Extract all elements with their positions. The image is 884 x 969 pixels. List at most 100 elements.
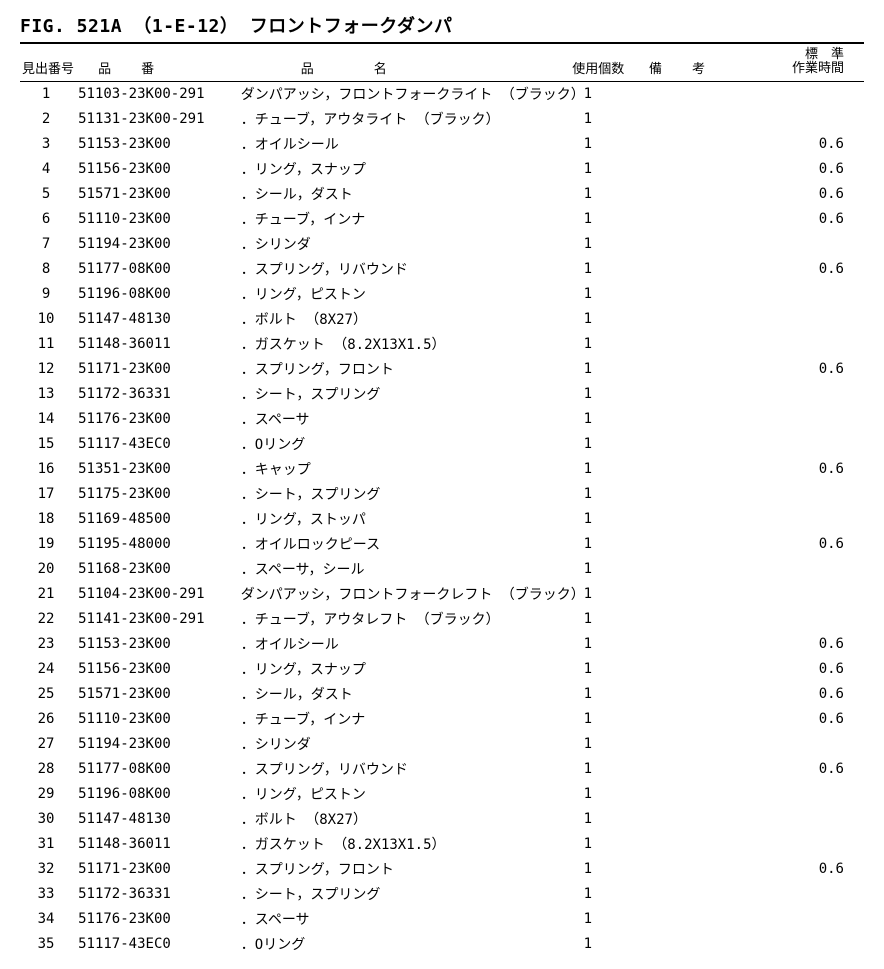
table-row: 551571-23K00．シール，ダスト10.6 bbox=[20, 182, 864, 207]
cell-index: 3 bbox=[20, 132, 72, 157]
cell-part-no: 51175-23K00 bbox=[72, 482, 239, 507]
cell-qty: 1 bbox=[551, 482, 624, 507]
cell-qty: 1 bbox=[551, 807, 624, 832]
cell-part-no: 51148-36011 bbox=[72, 332, 239, 357]
cell-time bbox=[760, 332, 864, 357]
cell-name: ．チューブ，インナ bbox=[239, 707, 552, 732]
cell-qty: 1 bbox=[551, 207, 624, 232]
cell-qty: 1 bbox=[551, 607, 624, 632]
cell-name: ．Oリング bbox=[239, 432, 552, 457]
cell-part-no: 51196-08K00 bbox=[72, 782, 239, 807]
cell-time bbox=[760, 557, 864, 582]
cell-index: 14 bbox=[20, 407, 72, 432]
cell-time bbox=[760, 582, 864, 607]
cell-part-no: 51177-08K00 bbox=[72, 257, 239, 282]
cell-name: ．オイルシール bbox=[239, 632, 552, 657]
cell-index: 6 bbox=[20, 207, 72, 232]
cell-index: 23 bbox=[20, 632, 72, 657]
cell-name: ．リング，スナップ bbox=[239, 157, 552, 182]
figure-title: FIG. 521A （1-E-12） フロントフォークダンパ bbox=[20, 12, 864, 44]
cell-qty: 1 bbox=[551, 107, 624, 132]
cell-part-no: 51172-36331 bbox=[72, 382, 239, 407]
cell-note bbox=[624, 282, 759, 307]
cell-qty: 1 bbox=[551, 507, 624, 532]
header-index: 見出番号 bbox=[20, 46, 72, 81]
cell-name: ．スペーサ bbox=[239, 907, 552, 932]
cell-qty: 1 bbox=[551, 257, 624, 282]
cell-index: 8 bbox=[20, 257, 72, 282]
cell-note bbox=[624, 81, 759, 107]
cell-index: 12 bbox=[20, 357, 72, 382]
cell-time bbox=[760, 282, 864, 307]
cell-index: 15 bbox=[20, 432, 72, 457]
cell-time bbox=[760, 382, 864, 407]
cell-time bbox=[760, 607, 864, 632]
table-row: 651110-23K00．チューブ，インナ10.6 bbox=[20, 207, 864, 232]
cell-index: 22 bbox=[20, 607, 72, 632]
cell-index: 31 bbox=[20, 832, 72, 857]
table-row: 2051168-23K00．スペーサ，シール1 bbox=[20, 557, 864, 582]
cell-name: ．リング，ピストン bbox=[239, 282, 552, 307]
cell-note bbox=[624, 857, 759, 882]
cell-index: 35 bbox=[20, 932, 72, 957]
cell-note bbox=[624, 432, 759, 457]
cell-qty: 1 bbox=[551, 132, 624, 157]
cell-index: 2 bbox=[20, 107, 72, 132]
cell-part-no: 51148-36011 bbox=[72, 832, 239, 857]
cell-name: ．オイルシール bbox=[239, 132, 552, 157]
table-row: 3551117-43EC0．Oリング1 bbox=[20, 932, 864, 957]
cell-name: ．シート，スプリング bbox=[239, 382, 552, 407]
cell-name: ．スプリング，リバウンド bbox=[239, 257, 552, 282]
table-row: 2451156-23K00．リング，スナップ10.6 bbox=[20, 657, 864, 682]
cell-time: 0.6 bbox=[760, 207, 864, 232]
table-row: 3351172-36331．シート，スプリング1 bbox=[20, 882, 864, 907]
table-row: 3251171-23K00．スプリング，フロント10.6 bbox=[20, 857, 864, 882]
cell-qty: 1 bbox=[551, 657, 624, 682]
cell-time: 0.6 bbox=[760, 707, 864, 732]
cell-part-no: 51156-23K00 bbox=[72, 157, 239, 182]
header-name: 品名 bbox=[239, 46, 552, 81]
cell-part-no: 51141-23K00-291 bbox=[72, 607, 239, 632]
cell-time bbox=[760, 482, 864, 507]
cell-note bbox=[624, 682, 759, 707]
cell-time: 0.6 bbox=[760, 682, 864, 707]
cell-index: 4 bbox=[20, 157, 72, 182]
cell-note bbox=[624, 782, 759, 807]
cell-note bbox=[624, 107, 759, 132]
cell-note bbox=[624, 557, 759, 582]
table-row: 1551117-43EC0．Oリング1 bbox=[20, 432, 864, 457]
cell-name: ．リング，スナップ bbox=[239, 657, 552, 682]
table-row: 251131-23K00-291．チューブ，アウタライト （ブラック）1 bbox=[20, 107, 864, 132]
cell-time bbox=[760, 507, 864, 532]
cell-name: ．チューブ，インナ bbox=[239, 207, 552, 232]
cell-time: 0.6 bbox=[760, 532, 864, 557]
cell-qty: 1 bbox=[551, 907, 624, 932]
cell-qty: 1 bbox=[551, 682, 624, 707]
cell-index: 24 bbox=[20, 657, 72, 682]
cell-name: ．リング，ピストン bbox=[239, 782, 552, 807]
cell-time: 0.6 bbox=[760, 257, 864, 282]
cell-note bbox=[624, 832, 759, 857]
cell-index: 19 bbox=[20, 532, 72, 557]
header-qty: 使用個数 bbox=[551, 46, 624, 81]
parts-table: 見出番号 品番 品名 使用個数 備考 標 準 作業時間 151103-23K00… bbox=[20, 46, 864, 957]
cell-name: ．スペーサ bbox=[239, 407, 552, 432]
cell-time: 0.6 bbox=[760, 657, 864, 682]
cell-note bbox=[624, 132, 759, 157]
cell-name: ．シート，スプリング bbox=[239, 482, 552, 507]
table-row: 1851169-48500．リング，ストッパ1 bbox=[20, 507, 864, 532]
cell-time: 0.6 bbox=[760, 132, 864, 157]
cell-note bbox=[624, 332, 759, 357]
cell-name: ．チューブ，アウタレフト （ブラック） bbox=[239, 607, 552, 632]
cell-part-no: 51147-48130 bbox=[72, 307, 239, 332]
cell-qty: 1 bbox=[551, 857, 624, 882]
cell-qty: 1 bbox=[551, 707, 624, 732]
table-row: 751194-23K00．シリンダ1 bbox=[20, 232, 864, 257]
cell-note bbox=[624, 257, 759, 282]
table-row: 951196-08K00．リング，ピストン1 bbox=[20, 282, 864, 307]
cell-index: 30 bbox=[20, 807, 72, 832]
table-row: 2251141-23K00-291．チューブ，アウタレフト （ブラック）1 bbox=[20, 607, 864, 632]
table-row: 2851177-08K00．スプリング，リバウンド10.6 bbox=[20, 757, 864, 782]
cell-part-no: 51351-23K00 bbox=[72, 457, 239, 482]
table-row: 2551571-23K00．シール，ダスト10.6 bbox=[20, 682, 864, 707]
